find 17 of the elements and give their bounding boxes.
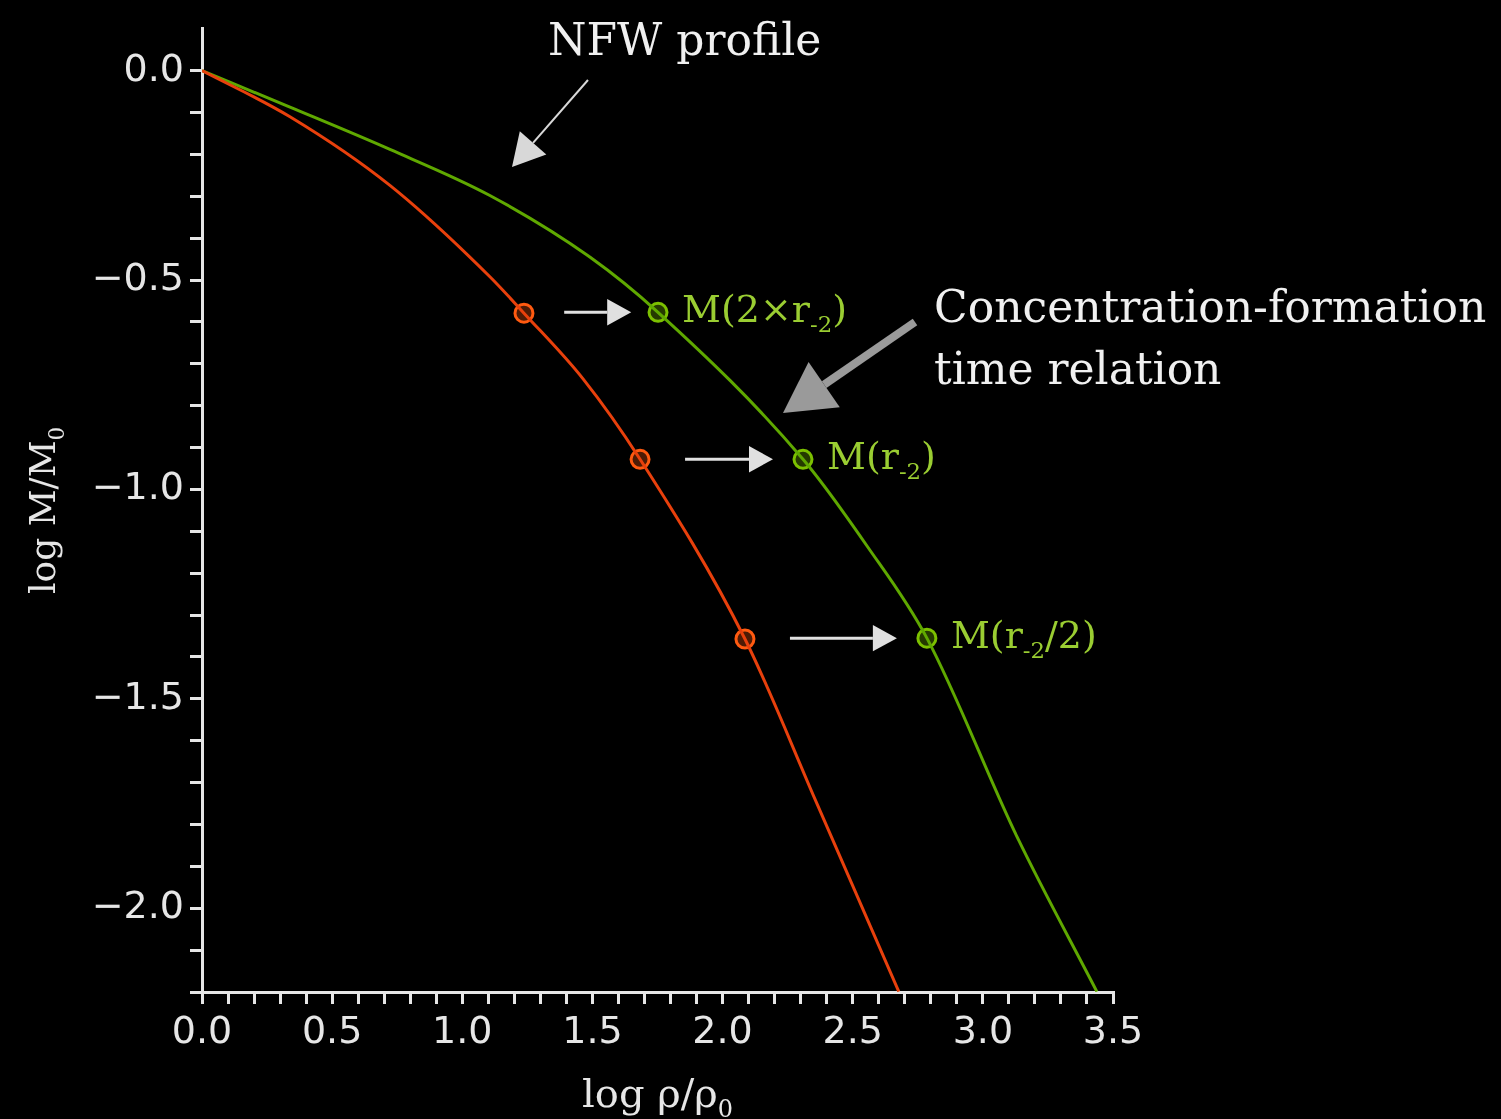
y-tick-label: −1.5 — [91, 673, 184, 718]
x-tick-label: 0.0 — [171, 1007, 233, 1052]
x-tick-label: 3.0 — [952, 1007, 1014, 1052]
y-axis-title: log M/M0 — [22, 426, 69, 595]
y-tick-label: −0.5 — [91, 254, 184, 299]
x-tick-label: 3.5 — [1082, 1007, 1144, 1052]
x-tick-label: 2.5 — [822, 1007, 883, 1052]
y-tick-label: 0.0 — [123, 45, 184, 90]
y-tick-label: −2.0 — [91, 883, 184, 928]
x-tick-label: 2.0 — [692, 1007, 753, 1052]
annotation: NFW profile — [548, 14, 822, 65]
annotation: Concentration-formation time relation — [934, 281, 1487, 394]
x-tick-label: 1.0 — [432, 1007, 493, 1052]
y-tick-label: −1.0 — [91, 464, 184, 509]
x-tick-label: 1.5 — [562, 1007, 623, 1052]
line-series — [202, 69, 901, 992]
x-tick-label: 0.5 — [301, 1007, 363, 1052]
